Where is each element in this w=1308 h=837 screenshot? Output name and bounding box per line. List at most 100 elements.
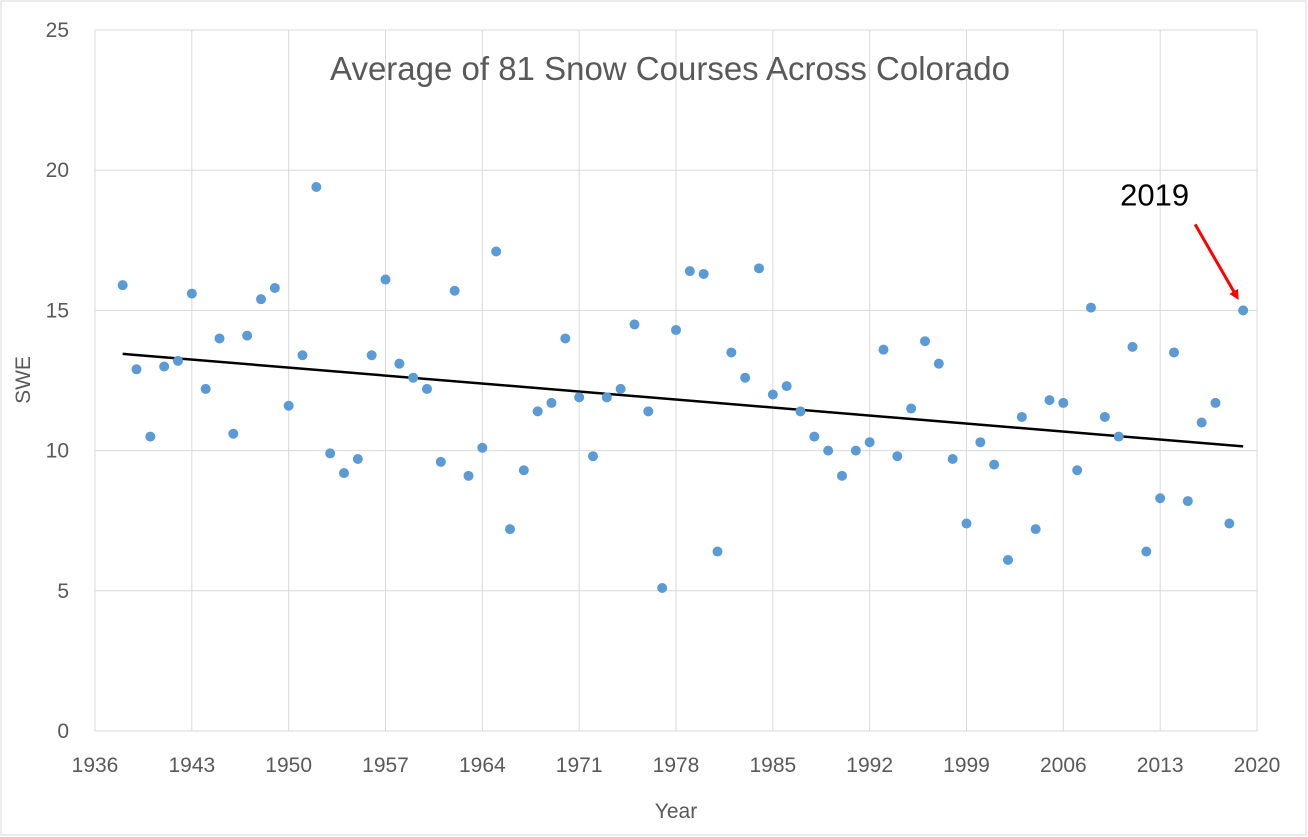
data-point <box>477 442 488 453</box>
data-point <box>214 333 225 344</box>
data-point <box>532 406 543 417</box>
data-point <box>449 285 460 296</box>
x-tick-label: 1943 <box>168 754 215 777</box>
x-tick-label: 1985 <box>749 754 796 777</box>
data-point <box>975 437 986 448</box>
data-point <box>339 468 349 479</box>
data-point <box>1141 546 1152 557</box>
data-point <box>754 263 764 274</box>
data-point <box>1072 465 1083 476</box>
data-point <box>1196 417 1207 428</box>
x-tick-label: 1957 <box>362 754 409 777</box>
x-tick-label: 1950 <box>265 754 312 777</box>
data-point <box>463 470 474 481</box>
data-point <box>726 347 737 358</box>
data-point <box>117 280 128 291</box>
data-point <box>1058 397 1069 408</box>
data-point <box>380 274 391 285</box>
data-point <box>422 383 432 394</box>
annotations: 2019 <box>1120 177 1239 301</box>
data-point <box>145 431 156 442</box>
data-point <box>1113 431 1124 442</box>
gridlines <box>94 29 1258 732</box>
chart-title: Average of 81 Snow Courses Across Colora… <box>330 50 1010 87</box>
data-point <box>643 406 654 417</box>
data-point <box>809 431 820 442</box>
trendline-layer <box>122 352 1244 448</box>
x-tick-label: 1971 <box>556 754 603 777</box>
data-point <box>311 182 322 193</box>
data-point <box>297 350 308 361</box>
data-point <box>435 456 446 467</box>
data-point <box>1210 397 1221 408</box>
data-point <box>850 445 861 456</box>
tick-labels: 0 5 10 15 20 25 1936 1943 1950 1957 1964 1971 1978 19… <box>46 19 1281 777</box>
x-tick-label: 1936 <box>72 754 119 777</box>
annotation-arrow <box>1193 223 1239 301</box>
data-point <box>767 389 778 400</box>
data-point <box>1127 341 1138 352</box>
data-point <box>615 383 626 394</box>
data-point <box>325 448 336 459</box>
data-point <box>518 465 529 476</box>
data-point <box>159 361 170 372</box>
data-point <box>505 524 515 535</box>
data-point <box>892 451 903 462</box>
data-point <box>989 459 1000 470</box>
data-point <box>256 294 266 305</box>
data-point <box>933 358 944 369</box>
x-tick-label: 1978 <box>653 754 700 777</box>
data-point <box>671 325 681 336</box>
annotation-label: 2019 <box>1120 177 1189 212</box>
data-point <box>491 246 502 257</box>
y-tick-label: 10 <box>46 440 69 463</box>
data-point <box>712 546 723 557</box>
data-point <box>781 381 792 392</box>
data-point <box>394 358 405 369</box>
y-tick-label: 15 <box>46 299 69 322</box>
data-point <box>408 372 419 383</box>
data-point <box>574 392 585 403</box>
data-point <box>698 268 709 279</box>
data-point <box>242 330 253 341</box>
data-point <box>1099 411 1110 422</box>
data-point <box>1003 554 1013 565</box>
data-point <box>131 364 142 375</box>
data-point <box>1030 524 1041 535</box>
data-point <box>173 355 183 366</box>
x-tick-label: 2013 <box>1137 754 1184 777</box>
data-point <box>186 288 197 299</box>
data-point <box>588 451 598 462</box>
x-tick-label: 1999 <box>943 754 990 777</box>
data-point <box>1155 493 1166 504</box>
data-point <box>1182 496 1193 507</box>
data-point <box>823 445 834 456</box>
data-point <box>684 266 695 277</box>
y-axis-title: SWE <box>12 356 35 404</box>
data-point <box>269 282 280 293</box>
y-tick-label: 5 <box>57 580 69 603</box>
x-axis-title: Year <box>655 800 697 823</box>
data-point <box>546 397 557 408</box>
data-point <box>657 582 668 593</box>
y-tick-label: 0 <box>57 720 69 743</box>
data-point <box>864 437 875 448</box>
data-point <box>906 403 917 414</box>
data-point <box>1238 305 1249 316</box>
data-point <box>352 454 363 465</box>
data-point <box>1016 411 1027 422</box>
trendline <box>122 352 1244 448</box>
data-point <box>1086 302 1096 313</box>
data-point <box>878 344 889 355</box>
data-point <box>629 319 640 330</box>
data-points <box>117 182 1249 593</box>
data-point <box>1044 395 1055 406</box>
y-tick-label: 20 <box>46 159 69 182</box>
data-point <box>837 470 847 481</box>
x-tick-label: 1992 <box>846 754 893 777</box>
x-tick-label: 2020 <box>1234 754 1281 777</box>
data-point <box>200 383 211 394</box>
